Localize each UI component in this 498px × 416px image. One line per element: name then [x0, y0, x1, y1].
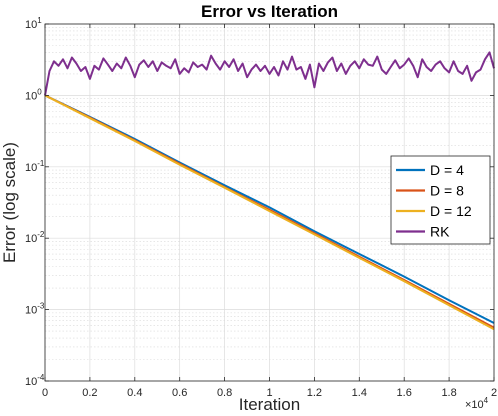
- ticks: 0 0.2 0.4 0.6 0.8 1 1.2 1.4 1.6 1.8 210-410-310-21…: [25, 16, 497, 399]
- y-tick-label: 100: [25, 87, 42, 102]
- x-tick-label: 1.8: [441, 387, 456, 399]
- series-line: [44, 51, 495, 96]
- y-axis-title: Error (log scale): [0, 142, 19, 263]
- y-tick-label: 10-2: [25, 230, 45, 245]
- x-axis-title: Iteration: [239, 395, 300, 414]
- x-tick-label: 0: [42, 387, 48, 399]
- y-tick-label-exponent: -4: [37, 373, 45, 382]
- x-multiplier-base: ×10: [465, 399, 484, 411]
- series-line: [44, 94, 495, 331]
- y-tick-label-base: 10: [25, 90, 37, 102]
- x-tick-label: 1.6: [397, 387, 412, 399]
- legend-label: D = 12: [430, 203, 472, 219]
- y-tick-label-exponent: 0: [37, 87, 42, 96]
- y-tick-label-base: 10: [25, 305, 37, 317]
- legend-label: RK: [430, 224, 450, 240]
- chart-title: Error vs Iteration: [201, 2, 338, 21]
- y-tick-label: 10-4: [25, 373, 45, 388]
- y-tick-label: 10-3: [25, 302, 45, 317]
- x-axis-multiplier: ×104: [465, 396, 489, 411]
- x-tick-label: 0.8: [217, 387, 232, 399]
- y-tick-label: 101: [25, 16, 42, 31]
- y-tick-label-base: 10: [25, 233, 37, 245]
- legend: D = 4 D = 8 D = 12 RK: [390, 155, 491, 245]
- x-tick-label: 1.2: [307, 387, 322, 399]
- x-tick-label: 0.6: [172, 387, 187, 399]
- y-tick-label-exponent: -2: [37, 230, 45, 239]
- y-tick-label: 10-1: [25, 159, 45, 174]
- y-tick-label-base: 10: [25, 376, 37, 388]
- y-tick-label-exponent: -3: [37, 302, 45, 311]
- legend-label: D = 4: [430, 162, 464, 178]
- x-tick-label: 0.2: [82, 387, 97, 399]
- x-tick-label: 0.4: [127, 387, 142, 399]
- legend-label: D = 8: [430, 183, 464, 199]
- x-tick-label: 1.4: [352, 387, 367, 399]
- x-tick-label: 1: [266, 387, 272, 399]
- series-lines: [44, 51, 495, 331]
- x-tick-label: 2: [491, 387, 497, 399]
- y-tick-label-base: 10: [25, 19, 37, 31]
- y-tick-label-exponent: 1: [37, 16, 42, 25]
- y-tick-label-base: 10: [25, 162, 37, 174]
- x-multiplier-exponent: 4: [484, 396, 489, 405]
- y-tick-label-exponent: -1: [37, 159, 45, 168]
